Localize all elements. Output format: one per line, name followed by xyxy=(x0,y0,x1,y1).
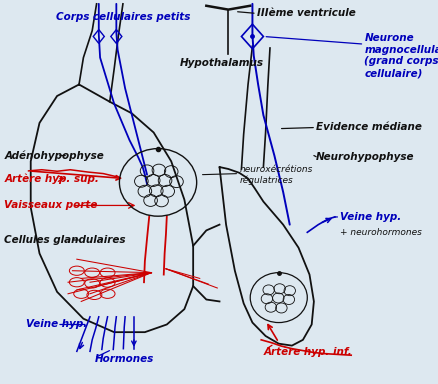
Text: Veine hyp.: Veine hyp. xyxy=(26,319,88,329)
Text: Hypothalamus: Hypothalamus xyxy=(180,58,263,68)
Text: Adénohypophyse: Adénohypophyse xyxy=(4,150,104,161)
Text: Evidence médiane: Evidence médiane xyxy=(315,122,421,132)
Text: Neurohypophyse: Neurohypophyse xyxy=(315,152,413,162)
Text: Vaisseaux porte: Vaisseaux porte xyxy=(4,200,98,210)
Text: Cellules glandulaires: Cellules glandulaires xyxy=(4,235,126,245)
Text: Corps cellulaires petits: Corps cellulaires petits xyxy=(56,12,190,22)
Text: + neurohormones: + neurohormones xyxy=(339,228,421,237)
Text: Hormones: Hormones xyxy=(94,354,153,364)
Text: IIIème ventricule: IIIème ventricule xyxy=(256,8,355,18)
Text: Artère hyp. sup.: Artère hyp. sup. xyxy=(4,173,99,184)
Text: Veine hyp.: Veine hyp. xyxy=(339,212,401,222)
Text: neuroxécrétions
régulatrices: neuroxécrétions régulatrices xyxy=(239,165,312,185)
Text: Neurone
magnocellulaire
(grand corps
cellulaire): Neurone magnocellulaire (grand corps cel… xyxy=(364,33,438,78)
Text: Artère hyp. inf.: Artère hyp. inf. xyxy=(263,346,351,357)
